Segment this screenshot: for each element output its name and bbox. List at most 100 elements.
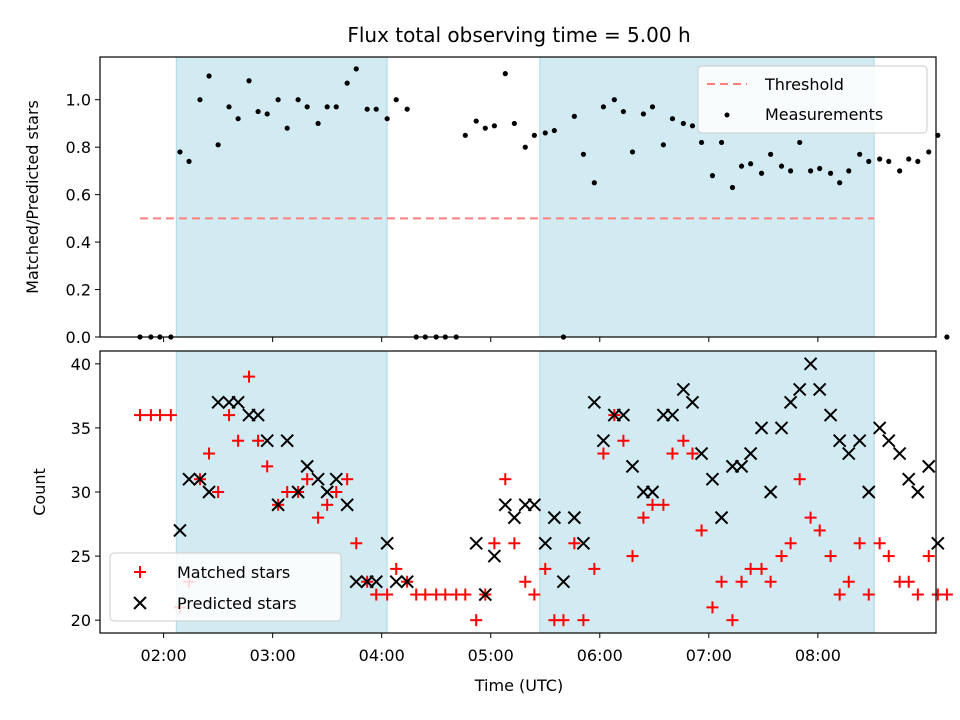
ratio-y-ticks: 0.0 0.2 0.4 0.6 0.8 1.0 xyxy=(66,91,100,347)
measurement-point xyxy=(542,130,548,136)
matched-star-marker xyxy=(508,537,521,550)
measurements-points xyxy=(137,66,950,340)
measurement-point xyxy=(324,104,330,110)
predicted-star-marker xyxy=(202,485,216,499)
predicted-star-marker xyxy=(380,536,394,550)
measurement-point xyxy=(511,120,517,127)
measurement-point xyxy=(620,108,627,115)
matched-star-marker xyxy=(617,434,630,447)
measurement-point xyxy=(649,104,656,110)
matched-star-marker xyxy=(775,550,788,563)
measurement-point xyxy=(364,106,370,112)
matched-star-marker xyxy=(577,614,590,627)
predicted-star-marker xyxy=(507,510,522,525)
predicted-star-marker xyxy=(922,459,936,474)
ratio-y-axis-label: Matched/Predicted stars xyxy=(23,100,42,294)
measurement-point xyxy=(482,125,488,131)
predicted-star-marker xyxy=(211,395,225,409)
measurement-point xyxy=(886,158,892,165)
y-tick-label: 0.8 xyxy=(66,138,91,157)
y-tick-label: 20 xyxy=(71,611,91,630)
predicted-star-marker xyxy=(774,421,789,435)
measurement-point xyxy=(788,168,794,174)
matched-star-marker xyxy=(330,486,343,498)
measurement-point xyxy=(186,158,192,165)
measurement-point xyxy=(640,111,647,117)
predicted-star-marker xyxy=(576,536,591,550)
predicted-star-marker xyxy=(369,575,383,589)
matched-star-marker xyxy=(528,588,541,601)
matched-star-marker xyxy=(922,550,935,563)
measurement-point xyxy=(502,71,508,77)
predicted-star-marker xyxy=(547,510,562,525)
predicted-star-marker xyxy=(616,408,631,422)
measurement-point xyxy=(197,97,203,103)
measurement-point xyxy=(580,151,587,157)
measurement-point xyxy=(404,106,410,112)
matched-star-marker xyxy=(252,434,265,447)
x-tick-label: 04:00 xyxy=(359,646,405,665)
predicted-star-marker xyxy=(665,408,680,422)
measurement-point xyxy=(897,168,903,174)
matched-star-marker xyxy=(804,511,817,524)
measurement-point xyxy=(295,97,301,103)
ratio-panel: 0.0 0.2 0.4 0.6 0.8 1.0 Matched/Predicted sta… xyxy=(23,56,950,347)
count-legend: Matched stars Predicted stars xyxy=(109,552,342,622)
measurement-point xyxy=(629,149,636,155)
measurement-point xyxy=(808,168,814,174)
predicted-star-marker xyxy=(823,408,838,422)
shaded-interval xyxy=(175,56,388,338)
legend-measurements-swatch xyxy=(724,112,730,118)
predicted-star-marker xyxy=(469,536,483,550)
matched-star-marker xyxy=(381,588,394,601)
matched-star-marker xyxy=(419,588,432,601)
y-tick-label: 0.0 xyxy=(66,328,91,347)
predicted-star-marker xyxy=(487,549,502,563)
measurement-point xyxy=(304,104,310,110)
predicted-star-marker xyxy=(389,575,403,589)
measurement-point xyxy=(344,80,350,86)
predicted-star-marker xyxy=(478,587,492,602)
matched-star-marker xyxy=(212,486,225,498)
predicted-star-marker xyxy=(645,485,660,499)
measurement-point xyxy=(235,116,241,122)
count-y-ticks: 20 25 30 35 40 xyxy=(71,355,100,630)
measurement-point xyxy=(718,139,725,146)
measurement-point xyxy=(680,120,686,127)
measurement-point xyxy=(768,151,774,157)
predicted-star-marker xyxy=(498,498,512,512)
measurement-point xyxy=(729,184,736,191)
matched-star-marker xyxy=(882,550,895,563)
measurement-point xyxy=(462,132,468,138)
matched-star-marker xyxy=(911,588,924,601)
measurement-point xyxy=(531,132,537,138)
predicted-star-marker xyxy=(173,523,187,538)
predicted-star-marker xyxy=(260,434,274,448)
measurement-point xyxy=(284,125,290,131)
predicted-star-marker xyxy=(705,472,720,486)
y-tick-label: 40 xyxy=(71,355,91,374)
measurement-point xyxy=(797,139,803,146)
count-y-axis-label: Count xyxy=(30,468,49,516)
y-tick-label: 25 xyxy=(71,547,91,566)
matched-star-marker xyxy=(281,486,294,498)
matched-star-marker xyxy=(301,473,314,486)
predicted-star-marker xyxy=(754,421,769,435)
matched-star-marker xyxy=(203,447,216,460)
x-tick-label: 06:00 xyxy=(577,646,623,665)
ratio-x-ticks xyxy=(163,337,819,342)
matched-star-marker xyxy=(626,550,639,563)
measurement-point xyxy=(926,149,932,155)
predicted-star-marker xyxy=(291,485,305,499)
predicted-star-marker xyxy=(803,357,818,371)
count-panel: 02:00 03:00 04:00 05:00 06:00 07:00 08:00 20 25… xyxy=(30,350,953,665)
measurement-point xyxy=(226,104,232,110)
measurement-point xyxy=(758,170,765,176)
count-legend-box xyxy=(109,552,342,622)
matched-star-marker xyxy=(390,562,403,575)
matched-star-marker xyxy=(588,562,601,575)
predicted-star-marker xyxy=(311,472,325,486)
matched-star-marker xyxy=(350,537,363,550)
predicted-star-marker xyxy=(251,408,265,422)
measurement-point xyxy=(551,127,557,134)
